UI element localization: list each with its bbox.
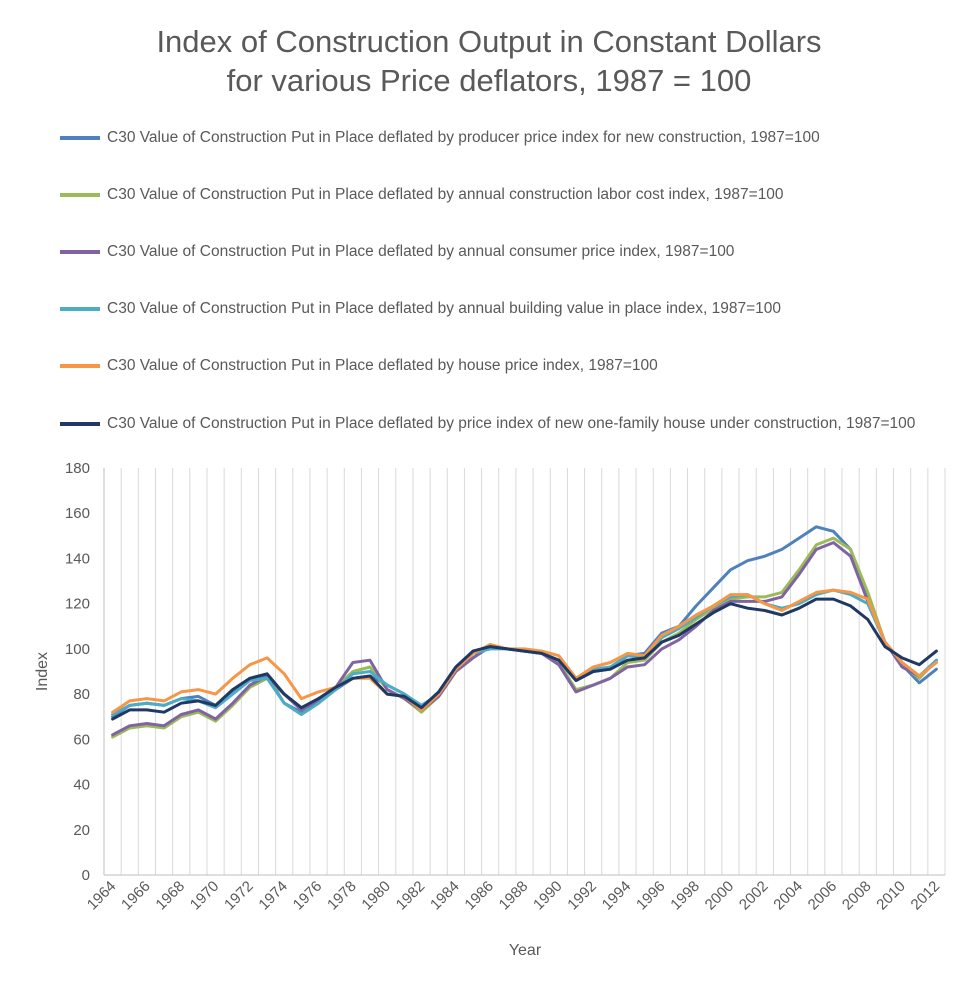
x-tick-label: 1990 [530, 878, 566, 914]
x-axis-title: Year [509, 942, 542, 959]
y-tick-label: 0 [82, 867, 90, 884]
legend-label-6: C30 Value of Construction Put in Place d… [107, 415, 916, 432]
legend-item-6: C30 Value of Construction Put in Place d… [60, 414, 937, 433]
x-tick-label: 2012 [908, 878, 944, 914]
legend-label-2: C30 Value of Construction Put in Place d… [107, 186, 784, 203]
y-tick-label: 20 [73, 822, 90, 839]
x-tick-label: 1970 [187, 878, 223, 914]
legend-item-1: C30 Value of Construction Put in Place d… [60, 128, 937, 147]
y-tick-label: 80 [73, 686, 90, 703]
legend-item-3: C30 Value of Construction Put in Place d… [60, 242, 937, 261]
x-tick-label: 1982 [393, 878, 429, 914]
y-tick-label: 60 [73, 731, 90, 748]
y-tick-label: 120 [65, 596, 90, 613]
x-tick-label: 1980 [358, 878, 394, 914]
x-tick-label: 1984 [427, 878, 463, 914]
series-line-6 [111, 597, 938, 721]
legend-swatch-3 [60, 250, 100, 254]
x-tick-label: 1968 [152, 878, 188, 914]
x-tick-label: 1996 [633, 878, 669, 914]
legend-label-5: C30 Value of Construction Put in Place d… [107, 357, 658, 374]
x-tick-label: 1972 [221, 878, 257, 914]
x-tick-label: 1998 [667, 878, 703, 914]
x-tick-label: 2004 [770, 878, 806, 914]
y-tick-label: 140 [65, 550, 90, 567]
y-tick-label: 180 [65, 460, 90, 477]
y-axis-title: Index [34, 652, 51, 691]
x-tick-label: 2000 [702, 878, 738, 914]
x-tick-label: 1966 [118, 878, 154, 914]
legend-label-3: C30 Value of Construction Put in Place d… [107, 243, 735, 260]
chart-title: Index of Construction Output in Constant… [0, 22, 978, 100]
y-tick-label: 100 [65, 641, 90, 658]
chart-title-line-1: Index of Construction Output in Constant… [156, 24, 822, 59]
x-tick-label: 1992 [564, 878, 600, 914]
x-tick-label: 1976 [290, 878, 326, 914]
legend-swatch-2 [60, 193, 100, 197]
series-line-3 [111, 541, 938, 737]
x-tick-label: 2010 [873, 878, 909, 914]
x-tick-label: 2008 [839, 878, 875, 914]
chart-title-line-2: for various Price deflators, 1987 = 100 [226, 63, 752, 98]
x-tick-label: 1978 [324, 878, 360, 914]
legend-item-5: C30 Value of Construction Put in Place d… [60, 356, 937, 375]
x-tick-label: 1974 [255, 878, 291, 914]
x-tick-label: 2002 [736, 878, 772, 914]
x-tick-label: 1994 [599, 878, 635, 914]
x-tick-label: 2006 [805, 878, 841, 914]
legend-swatch-4 [60, 307, 100, 311]
x-tick-label: 1986 [461, 878, 497, 914]
y-tick-label: 40 [73, 777, 90, 794]
legend-swatch-6 [60, 422, 100, 426]
legend-label-1: C30 Value of Construction Put in Place d… [107, 129, 820, 146]
legend-swatch-1 [60, 136, 100, 140]
x-tick-label: 1988 [496, 878, 532, 914]
legend-item-4: C30 Value of Construction Put in Place d… [60, 299, 937, 318]
legend-item-2: C30 Value of Construction Put in Place d… [60, 185, 937, 204]
legend-label-4: C30 Value of Construction Put in Place d… [107, 300, 782, 317]
series-line-5 [111, 588, 938, 714]
legend-swatch-5 [60, 364, 100, 368]
series-line-2 [111, 536, 938, 739]
y-tick-label: 160 [65, 505, 90, 522]
